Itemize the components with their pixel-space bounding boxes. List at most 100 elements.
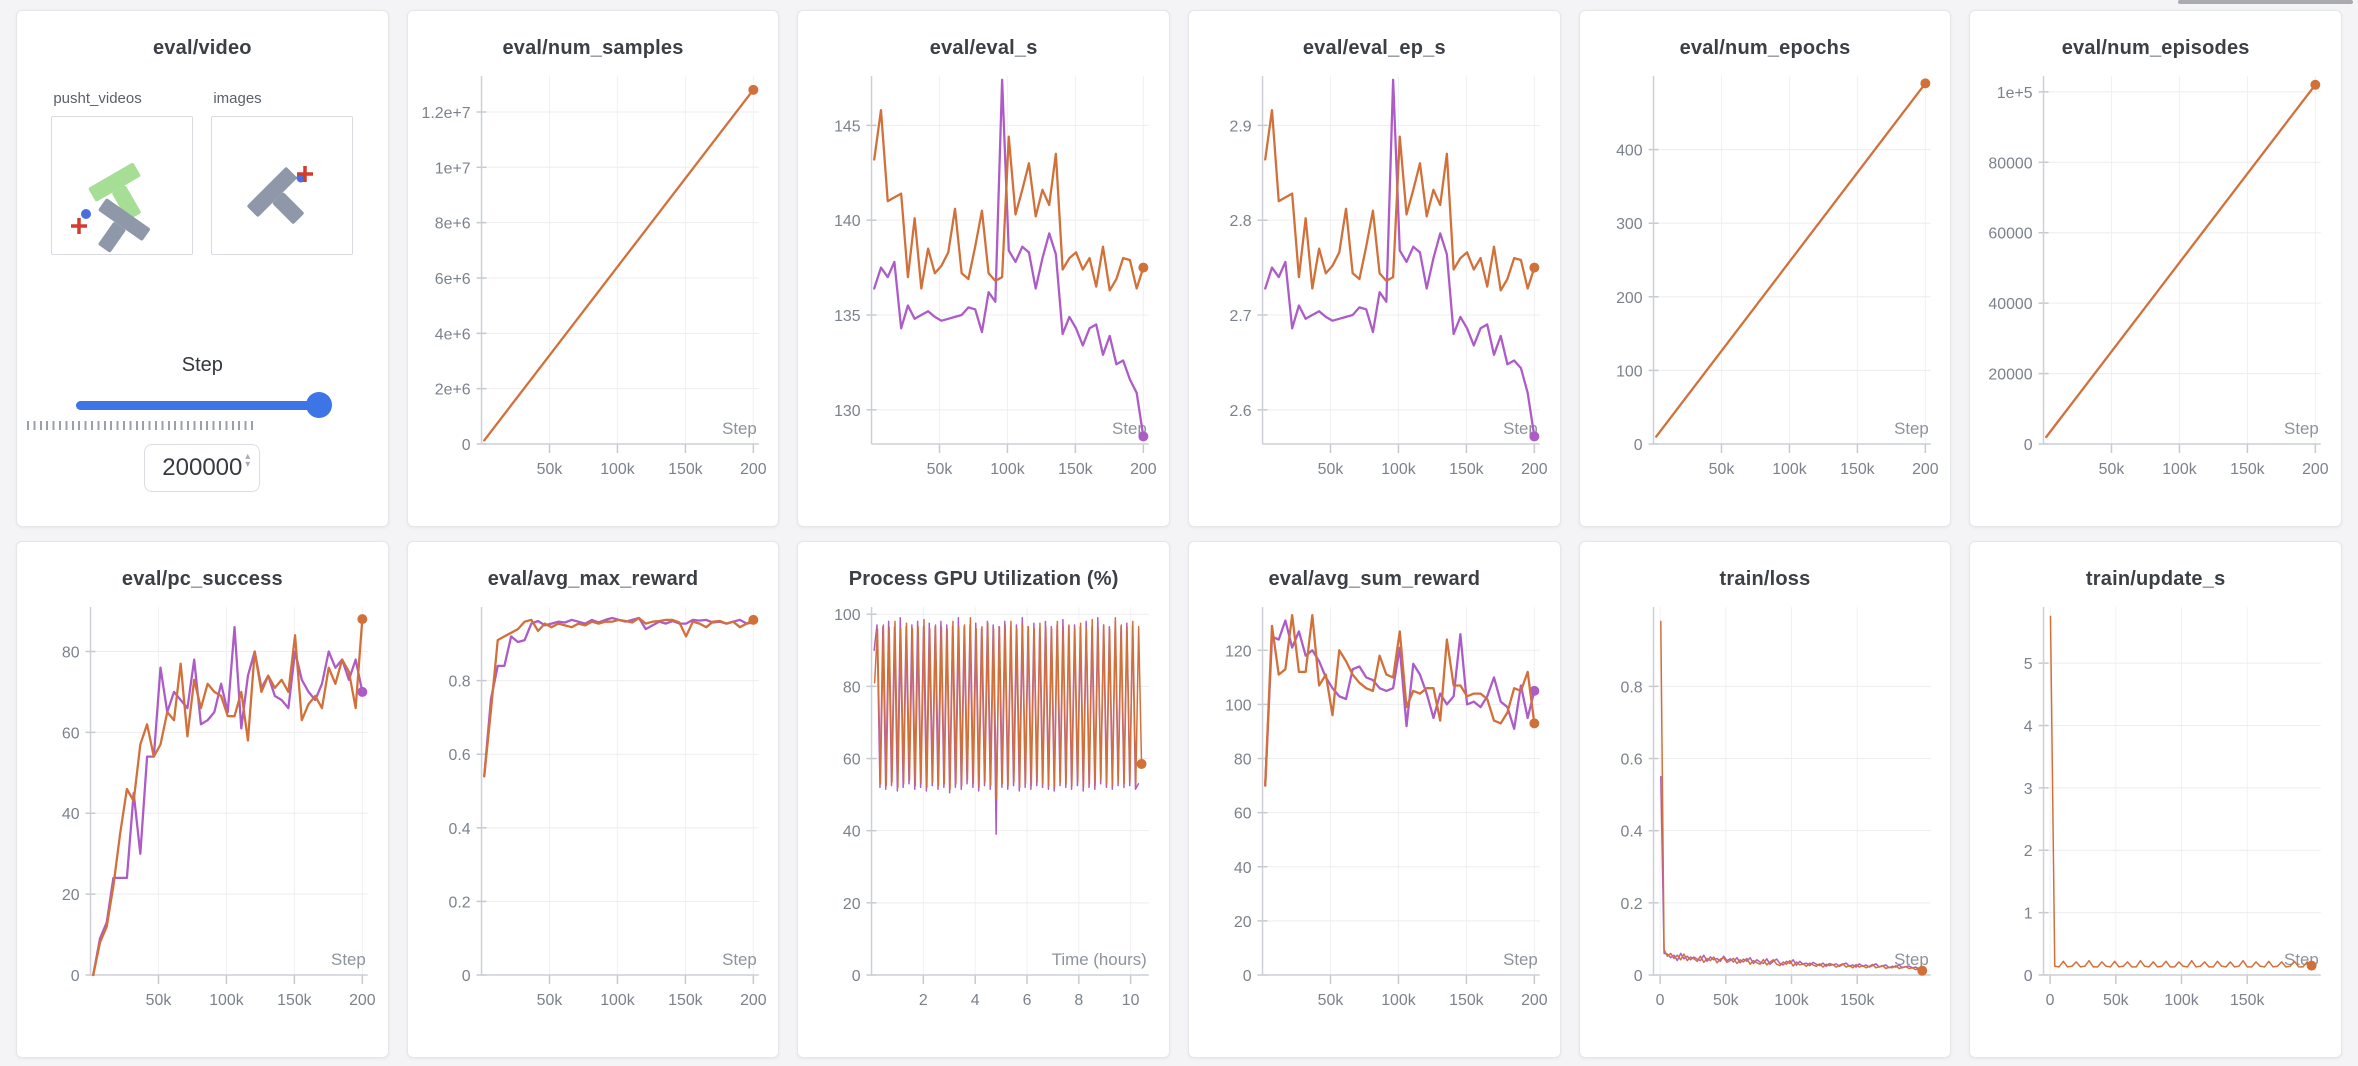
svg-text:100: 100 bbox=[1616, 363, 1643, 380]
svg-text:150k: 150k bbox=[1840, 992, 1874, 1009]
gray-tee-shape bbox=[247, 167, 305, 224]
svg-text:0.8: 0.8 bbox=[1620, 679, 1642, 696]
step-input[interactable]: 200000 ▴ ▾ bbox=[144, 444, 261, 492]
svg-text:Step: Step bbox=[1503, 950, 1538, 969]
svg-text:50k: 50k bbox=[2103, 992, 2129, 1009]
svg-text:0.2: 0.2 bbox=[1620, 896, 1642, 913]
gray-tee-shape bbox=[98, 198, 151, 253]
panel-title: eval/num_episodes bbox=[2061, 37, 2250, 59]
panel-title: eval/pc_success bbox=[121, 568, 283, 590]
svg-text:130: 130 bbox=[834, 403, 861, 420]
svg-text:3: 3 bbox=[2024, 781, 2033, 798]
svg-text:100k: 100k bbox=[600, 461, 634, 478]
svg-text:60: 60 bbox=[843, 751, 861, 768]
chart-eval-eval-ep-s[interactable]: 2.6 2.7 2.8 2.9 50k 100k 150k 200 Step bbox=[1189, 64, 1560, 504]
green-tee-shape bbox=[89, 162, 142, 221]
svg-text:0: 0 bbox=[1243, 968, 1252, 985]
media-label: images bbox=[213, 90, 262, 107]
svg-text:400: 400 bbox=[1616, 143, 1643, 160]
svg-text:2e+6: 2e+6 bbox=[434, 382, 470, 399]
svg-text:8e+6: 8e+6 bbox=[434, 216, 470, 233]
svg-text:Step: Step bbox=[1503, 419, 1538, 438]
goal-cross-icon bbox=[297, 166, 314, 182]
chart-eval-eval-s[interactable]: 130 135 140 145 50k 100k 150k 200 Step bbox=[798, 64, 1169, 504]
svg-text:1e+5: 1e+5 bbox=[1997, 85, 2033, 102]
panel-eval-num-episodes: eval/num_episodes 0 20000 40000 60000 80000 1… bbox=[1969, 10, 2342, 527]
svg-text:10: 10 bbox=[1122, 992, 1140, 1009]
svg-text:145: 145 bbox=[834, 118, 861, 135]
svg-text:150k: 150k bbox=[2230, 992, 2264, 1009]
media-thumbnails: pusht_videos images bbox=[17, 90, 388, 260]
svg-text:2.8: 2.8 bbox=[1230, 213, 1252, 230]
svg-text:100k: 100k bbox=[209, 992, 243, 1009]
chart-eval-avg-max-reward[interactable]: 0 0.2 0.4 0.6 0.8 50k 100k 150k 200 Step bbox=[408, 595, 779, 1035]
chart-eval-num-samples[interactable]: 0 2e+6 4e+6 6e+6 8e+6 1e+7 1.2e+7 50k 100k 150k 20… bbox=[408, 64, 779, 504]
svg-text:60: 60 bbox=[1234, 806, 1252, 823]
svg-text:20: 20 bbox=[1234, 914, 1252, 931]
panel-title: train/update_s bbox=[2085, 568, 2226, 590]
svg-text:200: 200 bbox=[740, 992, 767, 1009]
chart-eval-avg-sum-reward[interactable]: 0 20 40 60 80 100 120 50k 100k 150k 200 Step bbox=[1189, 595, 1560, 1035]
scrollbar-thumb[interactable] bbox=[2178, 0, 2353, 4]
svg-text:0: 0 bbox=[71, 968, 80, 985]
svg-text:0: 0 bbox=[2046, 992, 2055, 1009]
step-slider[interactable] bbox=[76, 392, 333, 418]
svg-text:Time (hours): Time (hours) bbox=[1052, 950, 1147, 969]
pusht-video-thumbnail[interactable] bbox=[51, 116, 194, 255]
panel-title: eval/avg_sum_reward bbox=[1268, 568, 1481, 590]
svg-text:Step: Step bbox=[2284, 419, 2319, 438]
svg-text:50k: 50k bbox=[927, 461, 953, 478]
svg-text:200: 200 bbox=[1521, 461, 1548, 478]
media-item-pusht-videos: pusht_videos bbox=[51, 90, 194, 260]
slider-track[interactable] bbox=[76, 401, 329, 410]
chart-eval-num-epochs[interactable]: 0 100 200 300 400 50k 100k 150k 200 Step bbox=[1580, 64, 1951, 504]
svg-text:20: 20 bbox=[843, 896, 861, 913]
svg-text:300: 300 bbox=[1616, 216, 1643, 233]
svg-text:1e+7: 1e+7 bbox=[434, 160, 470, 177]
svg-text:150k: 150k bbox=[1058, 461, 1092, 478]
svg-text:0: 0 bbox=[2024, 437, 2033, 454]
svg-text:5: 5 bbox=[2024, 656, 2033, 673]
images-thumbnail[interactable] bbox=[211, 116, 354, 255]
svg-text:0: 0 bbox=[1633, 437, 1642, 454]
goal-cross-icon bbox=[71, 218, 88, 234]
svg-text:200: 200 bbox=[1521, 992, 1548, 1009]
svg-text:Step: Step bbox=[1894, 419, 1929, 438]
svg-text:100k: 100k bbox=[2163, 461, 2197, 478]
media-item-images: images bbox=[211, 90, 354, 260]
chart-eval-num-episodes[interactable]: 0 20000 40000 60000 80000 1e+5 50k 100k 150k 200 S… bbox=[1970, 64, 2341, 504]
svg-text:2.7: 2.7 bbox=[1230, 308, 1252, 325]
chart-gpu-utilization[interactable]: 0 20 40 60 80 100 2 4 6 8 10 Time (hours) bbox=[798, 595, 1169, 1035]
svg-text:40000: 40000 bbox=[1989, 296, 2033, 313]
stepper-down-icon[interactable]: ▾ bbox=[245, 459, 251, 470]
number-stepper[interactable]: ▴ ▾ bbox=[245, 451, 251, 470]
svg-text:200: 200 bbox=[1912, 461, 1939, 478]
panel-eval-video: eval/video pusht_videos bbox=[16, 10, 389, 527]
panel-title: eval/video bbox=[152, 37, 252, 59]
svg-text:100k: 100k bbox=[991, 461, 1025, 478]
chart-train-loss[interactable]: 0 0.2 0.4 0.6 0.8 0 50k 100k 150k Step bbox=[1580, 595, 1951, 1035]
svg-text:100k: 100k bbox=[1774, 992, 1808, 1009]
svg-text:20000: 20000 bbox=[1989, 367, 2033, 384]
svg-text:150k: 150k bbox=[668, 461, 702, 478]
svg-text:Step: Step bbox=[722, 950, 757, 969]
chart-eval-pc-success[interactable]: 0 20 40 60 80 50k 100k 150k 200 Step bbox=[17, 595, 388, 1035]
svg-text:150k: 150k bbox=[277, 992, 311, 1009]
svg-text:Step: Step bbox=[722, 419, 757, 438]
step-value: 200000 bbox=[162, 454, 243, 481]
svg-text:4e+6: 4e+6 bbox=[434, 326, 470, 343]
svg-text:200: 200 bbox=[1130, 461, 1157, 478]
svg-text:50k: 50k bbox=[1713, 992, 1739, 1009]
panel-title: eval/eval_s bbox=[929, 37, 1038, 59]
stepper-up-icon[interactable]: ▴ bbox=[245, 451, 251, 462]
svg-text:100: 100 bbox=[1225, 697, 1252, 714]
slider-thumb[interactable] bbox=[306, 392, 333, 418]
svg-text:120: 120 bbox=[1225, 643, 1252, 660]
svg-text:50k: 50k bbox=[1708, 461, 1734, 478]
svg-text:0: 0 bbox=[2024, 968, 2033, 985]
svg-text:4: 4 bbox=[971, 992, 980, 1009]
svg-text:0.2: 0.2 bbox=[448, 894, 470, 911]
agent-dot-icon bbox=[81, 209, 92, 219]
